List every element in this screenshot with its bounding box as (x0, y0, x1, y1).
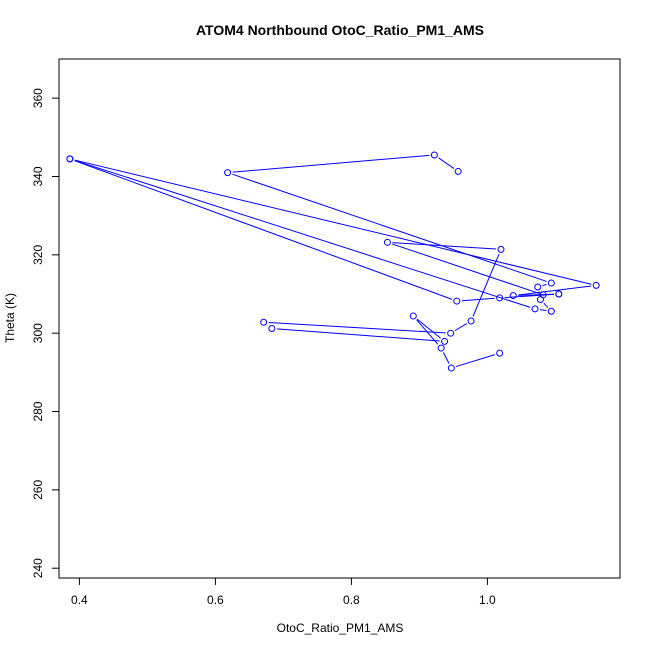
series-segment (543, 302, 549, 308)
data-point (467, 317, 475, 325)
data-point (555, 290, 563, 298)
series-segment (454, 323, 468, 332)
series-segment (392, 242, 497, 250)
data-point (447, 329, 455, 337)
chart-title: ATOM4 Northbound OtoC_Ratio_PM1_AMS (196, 22, 484, 38)
data-point (383, 238, 391, 246)
series-segment (542, 283, 547, 287)
y-tick-label: 240 (31, 558, 45, 578)
data-point (497, 245, 505, 253)
data-point (534, 283, 542, 291)
series-segment (438, 157, 455, 169)
y-tick-label: 320 (31, 245, 45, 265)
series-segment (504, 293, 554, 299)
series-segment (442, 352, 450, 364)
series-segment (518, 285, 592, 296)
series-layer (66, 151, 600, 372)
data-point (224, 169, 232, 177)
data-point (496, 294, 504, 302)
y-tick-label: 340 (31, 166, 45, 186)
data-point (547, 307, 555, 315)
data-point (496, 349, 504, 357)
series-segment (392, 243, 539, 294)
data-point (447, 364, 455, 372)
data-point (260, 318, 268, 326)
data-point (268, 324, 276, 332)
x-axis-title: OtoC_Ratio_PM1_AMS (277, 621, 404, 635)
series-segment (461, 297, 495, 302)
series-segment (416, 318, 441, 339)
y-tick-label: 300 (31, 323, 45, 343)
x-tick-label: 1.0 (479, 593, 496, 607)
y-tick-label: 260 (31, 480, 45, 500)
x-tick-label: 0.6 (207, 593, 224, 607)
data-point (592, 281, 600, 289)
series-segment (276, 328, 440, 342)
series-segment (232, 154, 430, 173)
y-tick-label: 280 (31, 401, 45, 421)
data-point (547, 279, 555, 287)
x-axis: 0.4 0.6 0.8 1.0 (71, 577, 496, 607)
y-axis: 240 260 280 300 320 340 360 (31, 88, 60, 578)
data-point (409, 312, 417, 320)
plot-frame (58, 58, 621, 579)
data-point (453, 297, 461, 305)
data-point (441, 337, 449, 345)
data-point (66, 155, 74, 163)
series-segment (74, 159, 592, 285)
series-segment (268, 322, 446, 334)
data-point (536, 296, 544, 304)
series-segment (232, 173, 547, 282)
y-tick-label: 360 (31, 88, 45, 108)
series-segment (74, 160, 453, 300)
x-tick-label: 0.4 (71, 593, 88, 607)
y-axis-title: Theta (K) (3, 293, 17, 343)
series-segment (74, 159, 531, 308)
data-point (509, 292, 517, 300)
data-point (437, 344, 445, 352)
data-point (454, 167, 462, 175)
data-point (430, 151, 438, 159)
series-segment (539, 309, 547, 312)
series-segment (538, 291, 540, 295)
x-tick-label: 0.8 (343, 593, 360, 607)
data-point (531, 305, 539, 313)
series-segment (472, 253, 500, 317)
series-segment (455, 354, 496, 368)
